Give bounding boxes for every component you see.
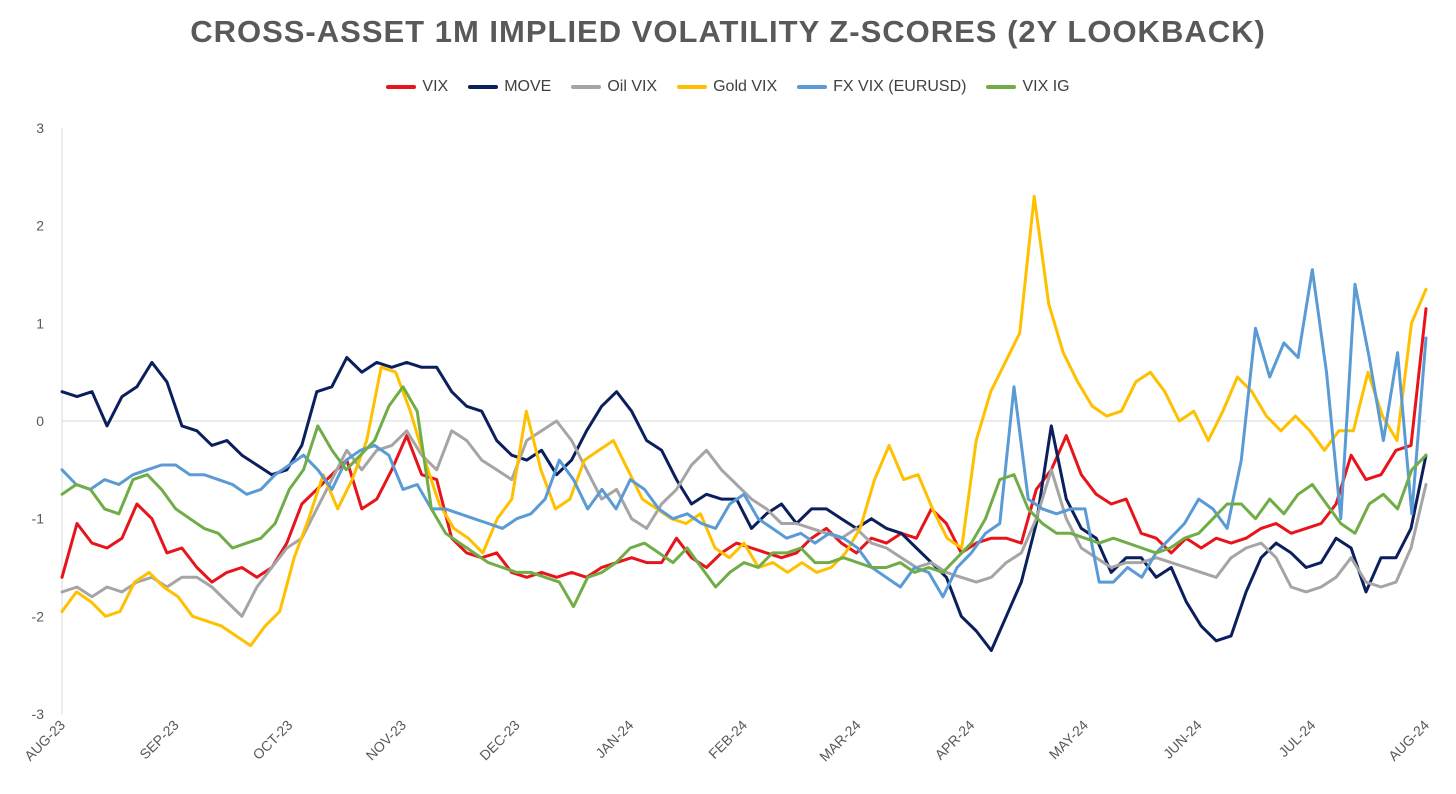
legend-swatch [386,85,417,89]
legend-swatch [986,85,1017,89]
x-tick-label: AUG-24 [1385,717,1432,764]
series-line-oil-vix [60,419,1428,618]
x-tick-label: DEC-23 [476,717,523,764]
y-tick-label: 3 [36,120,44,136]
y-tick-label: -3 [32,706,45,722]
y-tick-label: -1 [32,511,45,527]
legend-label: FX VIX (EURUSD) [833,78,967,95]
legend-item: VIX [386,78,448,96]
x-tick-label: SEP-23 [136,717,182,763]
y-tick-label: 2 [36,218,44,234]
legend-item: Gold VIX [677,78,777,96]
legend-item: FX VIX (EURUSD) [797,78,966,96]
legend-label: VIX [422,78,449,95]
x-tick-label: NOV-23 [363,717,410,764]
legend-swatch [571,85,602,89]
legend-item: MOVE [468,78,551,96]
legend-label: Gold VIX [713,78,778,95]
legend-swatch [468,85,499,89]
series-line-fx-vix-eurusd [60,268,1428,599]
x-tick-label: FEB-24 [705,717,750,762]
x-tick-label: JAN-24 [592,717,636,761]
series-line-gold-vix [60,194,1428,648]
chart-title: CROSS-ASSET 1M IMPLIED VOLATILITY Z-SCOR… [190,14,1266,49]
legend-swatch [677,85,708,89]
legend-swatch [797,85,828,89]
legend-label: MOVE [504,78,552,95]
x-tick-label: APR-24 [931,717,977,763]
x-tick-label: MAR-24 [816,717,864,765]
y-tick-label: -2 [32,608,45,624]
x-tick-label: JUN-24 [1160,717,1205,762]
x-tick-label: MAY-24 [1046,717,1092,763]
y-tick-label: 0 [36,413,44,429]
x-tick-label: AUG-23 [21,717,68,764]
y-tick-label: 1 [36,315,44,331]
legend-item: Oil VIX [571,78,657,96]
x-tick-label: JUL-24 [1275,717,1318,760]
legend-item: VIX IG [986,78,1070,96]
legend-label: VIX IG [1022,78,1070,95]
chart-legend: VIX MOVE Oil VIX Gold VIX FX VIX (EURUSD) VIX… [0,78,1456,96]
x-tick-label: OCT-23 [249,717,295,763]
series-line-vix [60,307,1428,584]
series-line-vix-ig [60,385,1428,609]
series-line-move [60,356,1428,652]
legend-label: Oil VIX [607,78,658,95]
